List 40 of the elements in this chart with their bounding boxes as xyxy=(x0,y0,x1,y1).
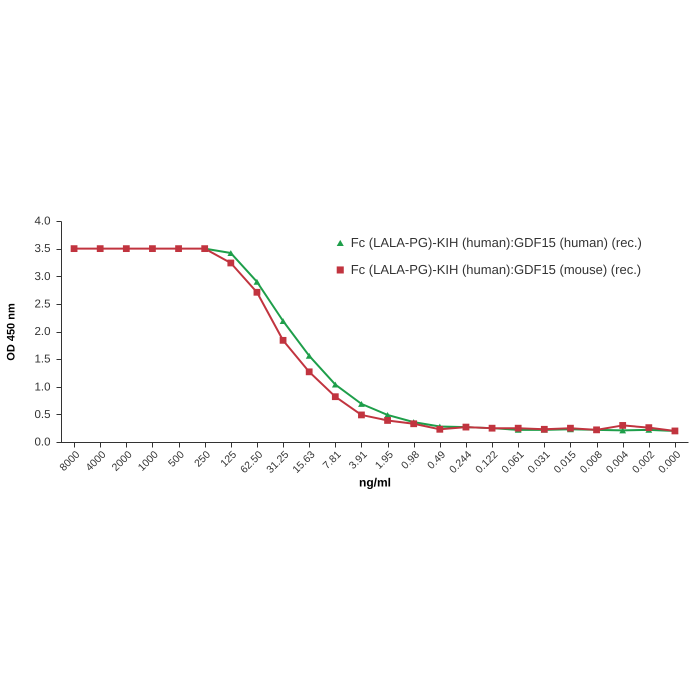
y-tick-label: 0.0 xyxy=(34,436,50,448)
y-tick-label: 3.5 xyxy=(34,243,50,256)
point xyxy=(358,412,365,418)
point xyxy=(175,245,182,252)
point xyxy=(122,245,130,252)
x-tick-label: 125 xyxy=(218,448,240,470)
legend-label: Fc (LALA-PG)-KIH (human):GDF15 (human) (rec.) xyxy=(350,234,642,250)
point xyxy=(436,426,444,433)
point xyxy=(358,400,365,407)
point xyxy=(645,424,652,432)
y-tick-label: 0.5 xyxy=(34,408,50,421)
point xyxy=(280,318,286,324)
point xyxy=(306,368,313,376)
x-tick-label: 7.81 xyxy=(320,448,344,472)
point xyxy=(384,417,391,424)
x-tick-label: 0.98 xyxy=(399,448,422,472)
point xyxy=(149,245,156,252)
x-tick-label: 0.49 xyxy=(425,448,448,472)
y-tick-label: 2.0 xyxy=(34,326,50,338)
point xyxy=(306,352,313,359)
point xyxy=(254,278,260,285)
legend-label: Fc (LALA-PG)-KIH (human):GDF15 (mouse) (rec.) xyxy=(350,262,642,277)
point xyxy=(227,260,234,266)
x-axis-title: ng/ml xyxy=(359,476,391,490)
y-tick-label: 4.0 xyxy=(34,216,50,228)
y-tick-label: 1.5 xyxy=(34,354,50,366)
point xyxy=(332,393,339,400)
point xyxy=(280,336,286,344)
y-tick-label: 1.0 xyxy=(34,381,50,394)
x-tick-label: 250 xyxy=(192,448,214,470)
x-tick-label: 500 xyxy=(166,448,187,470)
y-tick-label: 3.0 xyxy=(34,270,50,283)
point xyxy=(227,250,234,256)
x-tick-label: 3.91 xyxy=(346,448,370,472)
point xyxy=(619,422,626,429)
point xyxy=(70,245,78,252)
y-tick-label: 2.5 xyxy=(34,298,50,310)
point xyxy=(96,245,104,252)
point xyxy=(254,288,260,296)
y-axis-title: OD 450 nm xyxy=(6,303,18,361)
